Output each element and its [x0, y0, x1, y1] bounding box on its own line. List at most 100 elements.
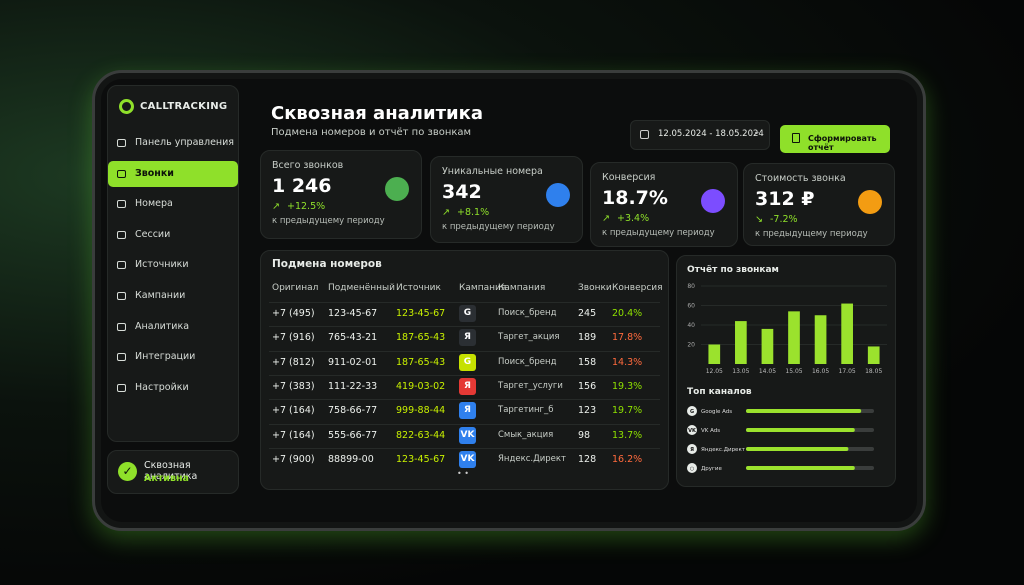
table-cell: 419-03-02 — [396, 380, 446, 392]
x-tick-label: 13.05 — [732, 368, 749, 375]
kpi-card: Уникальные номера 342 ↗ +8.1% к предыдущему … — [430, 156, 583, 243]
kpi-note: к предыдущему периоду — [755, 229, 868, 239]
table-cell: Смык_акция — [498, 429, 554, 440]
pagination[interactable]: • • — [457, 469, 469, 478]
menu-item[interactable]: Звонки — [108, 160, 238, 187]
source-badge: G — [459, 305, 476, 322]
kpi-arrow: ↗ — [272, 201, 280, 212]
column-header: Кампания — [498, 283, 546, 293]
calendar-icon — [640, 130, 649, 139]
source-badge: Я — [459, 329, 476, 347]
channel-name: Другие — [701, 466, 723, 472]
doc-icon — [792, 133, 800, 143]
table-panel: Подмена номеров • • Оригинал Подменённый И… — [260, 250, 669, 490]
menu-icon — [117, 261, 126, 270]
source-badge: G — [459, 353, 476, 371]
channel-name: VK Ads — [701, 428, 720, 434]
date-picker[interactable]: 12.05.2024 - 18.05.2024 ⌄ — [630, 120, 770, 150]
table-cell: Яндекс.Директ — [498, 453, 566, 464]
table-cell: 187-65-43 — [396, 332, 446, 344]
chart-title: Отчёт по звонкам — [687, 265, 779, 275]
menu-item[interactable]: Кампании — [108, 283, 238, 309]
brand-logo — [119, 99, 134, 114]
table-cell: Таргет_услуги — [498, 380, 563, 391]
table-cell: Поиск_бренд — [498, 356, 557, 367]
bar — [788, 311, 800, 364]
column-header: Конверсия — [612, 283, 663, 293]
menu-item[interactable]: Номера — [108, 191, 238, 217]
column-header: Источник — [396, 283, 441, 293]
channels-title: Топ каналов — [687, 387, 752, 397]
date-range: 12.05.2024 - 18.05.2024 — [658, 129, 764, 139]
kpi-card: Конверсия 18.7% ↗ +3.4% к предыдущему период… — [590, 162, 738, 247]
table-cell: 17.8% — [612, 332, 643, 344]
menu-item[interactable]: Источники — [108, 252, 238, 278]
status-icon: ✓ — [118, 462, 137, 481]
table-cell: 189 — [578, 332, 597, 344]
x-tick-label: 14.05 — [759, 368, 776, 375]
table-cell: +7 (900) — [272, 453, 315, 465]
bar — [841, 303, 853, 364]
table-cell: +7 (916) — [272, 332, 315, 344]
kpi-change: -7.2% — [770, 214, 798, 225]
channel-icon-label: ○ — [690, 466, 694, 472]
table-cell: 88899-00 — [328, 453, 374, 465]
row-divider — [269, 447, 660, 449]
kpi-value: 1 246 — [272, 175, 332, 197]
kpi-note: к предыдущему периоду — [602, 228, 715, 238]
menu-item[interactable]: Интеграции — [108, 344, 238, 370]
source-badge: Я — [459, 402, 476, 420]
source-badge: VK — [459, 450, 476, 468]
page-subtitle: Подмена номеров и отчёт по звонкам — [271, 127, 472, 138]
y-tick-label: 80 — [687, 283, 695, 290]
sidebar: CALLTRACKING Панель управления Звонки Номе… — [107, 85, 239, 442]
table-cell: 123-45-67 — [396, 308, 446, 319]
table-cell: 128 — [578, 453, 597, 465]
channel-icon-label: VK — [688, 428, 697, 434]
y-tick-label: 40 — [687, 322, 695, 329]
table-cell: +7 (383) — [272, 380, 315, 392]
row-divider — [269, 423, 660, 425]
table-cell: 123 — [578, 405, 597, 417]
kpi-icon — [385, 177, 409, 201]
kpi-arrow: ↗ — [442, 207, 450, 218]
channel-icon-label: G — [690, 409, 694, 415]
row-divider — [269, 399, 660, 401]
table-cell: 765-43-21 — [328, 332, 378, 344]
table-cell: 98 — [578, 429, 591, 441]
table-cell: 822-63-44 — [396, 429, 446, 441]
table-cell: Таргетинг_б — [498, 405, 554, 416]
table-cell: 19.7% — [612, 405, 643, 417]
status-state: Активна — [144, 473, 189, 484]
chevron: ⌄ — [753, 127, 761, 137]
kpi-note: к предыдущему периоду — [272, 216, 385, 226]
menu-item[interactable]: Сессии — [108, 222, 238, 248]
status-box: ✓ Сквозная аналитика Активна — [107, 450, 239, 494]
menu-icon — [117, 169, 126, 178]
table-cell: +7 (164) — [272, 405, 315, 417]
kpi-label: Всего звонков — [272, 160, 344, 171]
menu-item[interactable]: Аналитика — [108, 314, 238, 340]
menu-icon — [117, 139, 126, 147]
report-button[interactable]: Сформировать отчёт — [780, 125, 890, 153]
menu: Панель управления Звонки Номера Сессии Источ… — [108, 130, 238, 430]
kpi-label: Стоимость звонка — [755, 173, 846, 184]
channel-name: Google Ads — [701, 409, 732, 415]
channel-icon — [687, 425, 697, 435]
button-label: Сформировать отчёт — [808, 134, 877, 152]
source-badge: VK — [459, 426, 476, 444]
menu-item[interactable]: Панель управления — [108, 130, 238, 156]
kpi-value: 342 — [442, 181, 482, 203]
kpi-change: +3.4% — [617, 213, 650, 224]
menu-item[interactable]: Настройки — [108, 375, 238, 401]
table-cell: 999-88-44 — [396, 405, 446, 417]
kpi-card: Всего звонков 1 246 ↗ +12.5% к предыдущему п… — [260, 150, 422, 239]
table-cell: 158 — [578, 356, 597, 368]
channel-icon — [687, 444, 697, 454]
column-header: Звонки — [578, 283, 612, 293]
table-cell: 758-66-77 — [328, 405, 378, 417]
x-tick-label: 16.05 — [812, 368, 829, 375]
kpi-note: к предыдущему периоду — [442, 222, 555, 232]
table-cell: 14.3% — [612, 356, 643, 368]
